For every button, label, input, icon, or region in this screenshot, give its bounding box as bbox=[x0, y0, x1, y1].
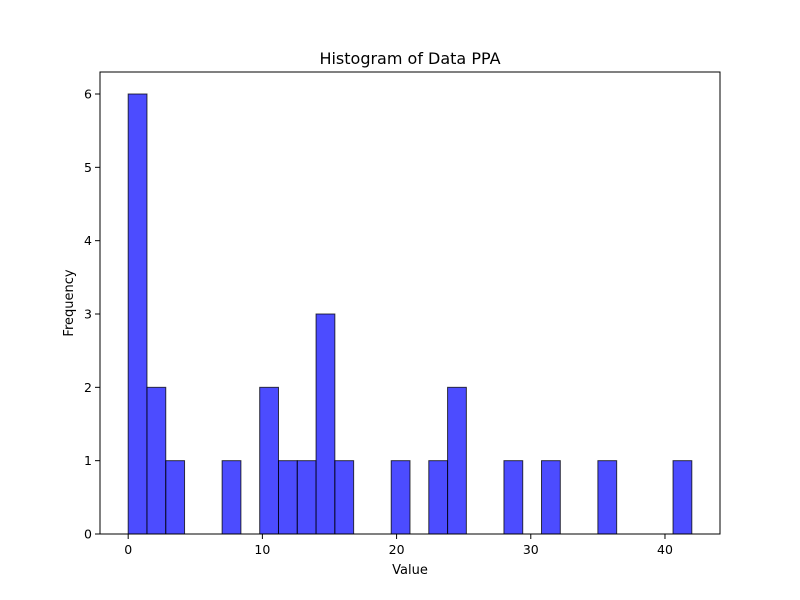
x-tick-label: 40 bbox=[657, 542, 673, 557]
x-axis-label: Value bbox=[392, 563, 428, 578]
y-tick-label: 2 bbox=[84, 380, 92, 395]
histogram-bar bbox=[165, 460, 186, 535]
histogram-bar bbox=[296, 460, 317, 535]
y-tick-label: 0 bbox=[84, 527, 92, 542]
histogram-bar bbox=[146, 386, 167, 535]
y-tick-label: 3 bbox=[84, 307, 92, 322]
histogram-bar bbox=[221, 460, 242, 535]
histogram-bar bbox=[127, 93, 148, 535]
y-tick-label: 5 bbox=[84, 160, 92, 175]
histogram-bar bbox=[259, 386, 279, 535]
y-tick-label: 6 bbox=[84, 87, 92, 102]
x-tick-label: 0 bbox=[124, 542, 132, 557]
y-axis-label: Frequency bbox=[62, 269, 77, 336]
histogram-bar bbox=[428, 460, 449, 535]
x-tick-label: 30 bbox=[523, 542, 539, 557]
bars-group bbox=[127, 93, 693, 535]
plot-frame bbox=[99, 71, 721, 535]
histogram-bar bbox=[390, 460, 411, 535]
histogram-bar bbox=[447, 386, 467, 535]
histogram-bar bbox=[541, 460, 561, 535]
x-tick-label: 10 bbox=[254, 542, 270, 557]
y-tick-label: 1 bbox=[84, 453, 92, 468]
x-tick-label: 20 bbox=[389, 542, 405, 557]
histogram-bar bbox=[672, 460, 693, 535]
histogram-bar bbox=[503, 460, 524, 535]
x-axis-ticks: 0 10 20 30 40 bbox=[124, 534, 673, 557]
y-tick-label: 4 bbox=[84, 233, 92, 248]
chart-title: Histogram of Data PPA bbox=[319, 49, 500, 68]
histogram-bar bbox=[597, 460, 618, 535]
histogram-bar bbox=[315, 313, 336, 535]
histogram-bar bbox=[334, 460, 355, 535]
y-axis-ticks: 0 1 2 3 4 5 6 bbox=[84, 87, 100, 542]
histogram-bar bbox=[277, 460, 298, 535]
